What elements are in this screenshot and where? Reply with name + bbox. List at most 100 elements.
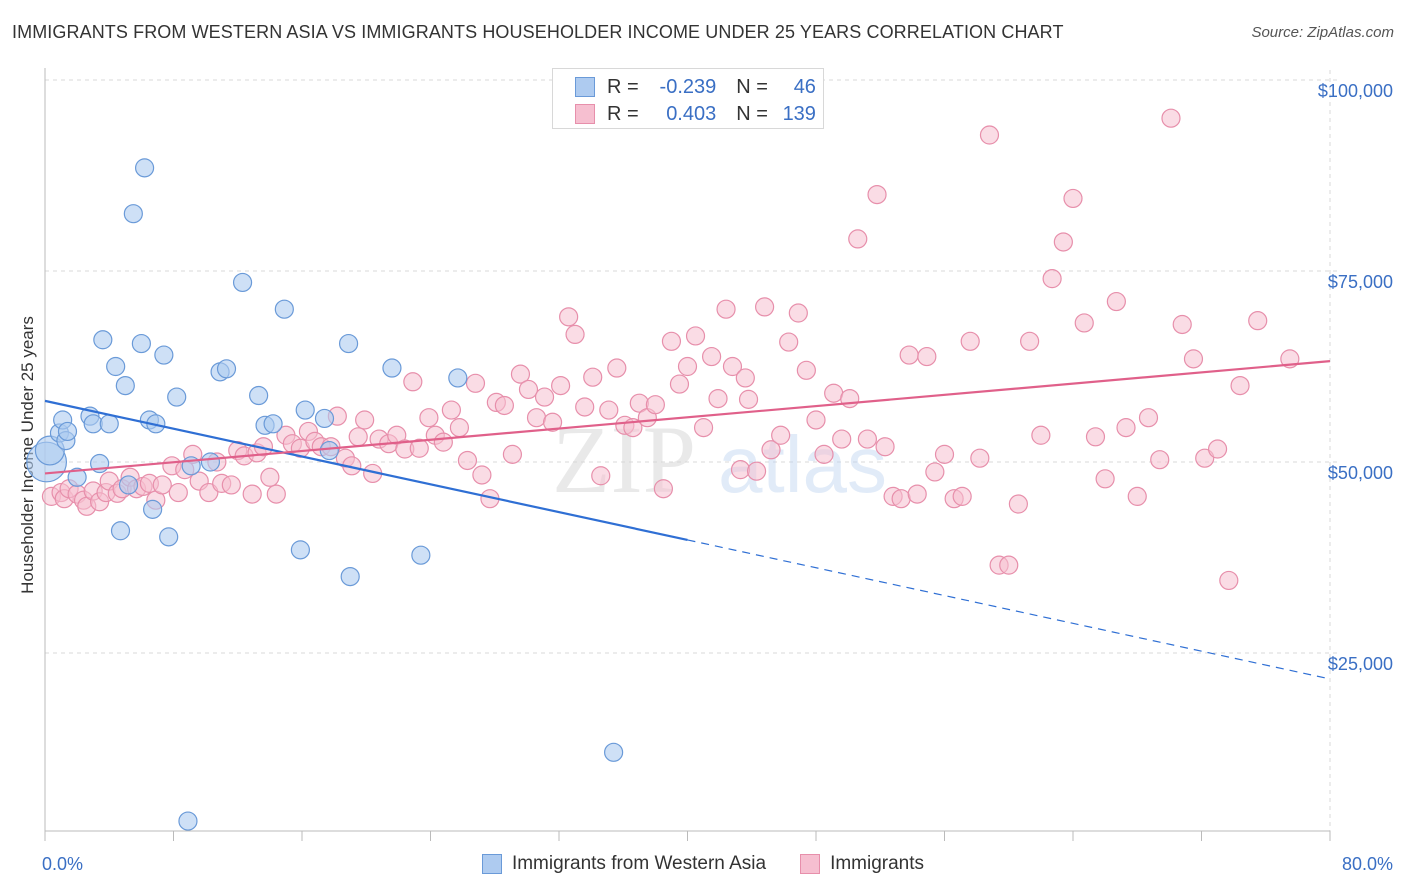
data-point-immigrants (457, 450, 478, 471)
data-point-immigrants (1053, 232, 1073, 252)
data-point-immigrants (857, 429, 878, 449)
data-point-immigrants (917, 346, 937, 367)
data-point-western-asia (118, 475, 139, 495)
y-tick-label: $25,000 (1328, 654, 1393, 674)
data-point-western-asia (131, 333, 151, 354)
data-point-western-asia (159, 527, 179, 547)
data-point-western-asia (216, 359, 237, 379)
data-point-immigrants (761, 440, 781, 460)
data-point-immigrants (746, 461, 767, 481)
data-point-immigrants (1230, 376, 1250, 396)
data-point-western-asia (123, 204, 143, 224)
data-point-immigrants (848, 229, 868, 249)
data-point-western-asia (178, 811, 198, 831)
legend-item-western-asia[interactable]: Immigrants from Western Asia (481, 853, 766, 875)
data-point-immigrants (1008, 494, 1028, 514)
data-point-immigrants (1085, 427, 1106, 447)
data-point-immigrants (754, 297, 775, 317)
data-point-western-asia (382, 358, 402, 378)
data-point-immigrants (701, 346, 722, 367)
data-point-immigrants (796, 360, 816, 380)
data-point-immigrants (433, 432, 453, 452)
data-point-immigrants (355, 410, 375, 430)
data-point-immigrants (1207, 439, 1228, 459)
data-point-immigrants (419, 408, 439, 428)
grid-lines (45, 70, 1338, 831)
data-point-western-asia (93, 330, 113, 350)
legend-item-immigrants[interactable]: Immigrants (800, 853, 924, 875)
data-point-immigrants (738, 389, 759, 409)
data-point-immigrants (221, 475, 241, 495)
legend-swatch-western-asia (481, 854, 502, 874)
data-point-western-asia (340, 566, 360, 587)
data-point-immigrants (708, 388, 728, 409)
data-point-immigrants (814, 444, 834, 464)
data-point-immigrants (599, 400, 619, 420)
y-tick-labels: $25,000 $50,000 $75,000 $100,000 (1318, 81, 1393, 674)
y-tick-label: $100,000 (1318, 81, 1393, 101)
data-point-western-asia (67, 467, 87, 487)
data-point-immigrants (260, 467, 280, 487)
watermark: ZIP atlas (552, 406, 887, 513)
data-point-immigrants (441, 400, 461, 420)
data-point-immigrants (1106, 291, 1126, 312)
data-point-immigrants (242, 484, 262, 504)
data-point-western-asia (99, 414, 119, 434)
data-point-immigrants (730, 460, 751, 480)
data-point-immigrants (661, 331, 682, 351)
chart-title: IMMIGRANTS FROM WESTERN ASIA VS IMMIGRAN… (12, 22, 1064, 42)
data-point-immigrants (494, 395, 514, 416)
data-point-western-asia (448, 368, 468, 388)
stats-n-value: 139 (782, 102, 816, 125)
stats-row-western-asia: R = -0.239 N = 46 (575, 74, 816, 100)
data-point-immigrants (1161, 108, 1181, 128)
data-point-western-asia (290, 540, 310, 560)
series-immigrants-points (41, 108, 1300, 591)
data-point-immigrants (559, 307, 579, 327)
data-point-immigrants (722, 356, 743, 377)
stats-legend: R = -0.239 N = 46 R = 0.403 N = 139 (552, 68, 824, 129)
trend-line-western-asia (44, 399, 688, 542)
data-point-immigrants (788, 303, 808, 323)
data-point-immigrants (1042, 269, 1062, 289)
data-point-western-asia (319, 440, 339, 461)
data-point-immigrants (1074, 313, 1094, 333)
data-point-immigrants (526, 408, 547, 428)
data-point-immigrants (152, 475, 172, 495)
data-point-western-asia (263, 414, 283, 434)
data-point-immigrants (403, 372, 423, 392)
legend-label-immigrants: Immigrants (830, 853, 925, 874)
x-tick-label: 0.0% (42, 854, 83, 874)
data-point-immigrants (1095, 469, 1115, 489)
y-tick-label: $50,000 (1328, 463, 1393, 483)
data-point-immigrants (806, 410, 826, 430)
data-point-western-asia (200, 452, 221, 472)
data-point-immigrants (449, 418, 470, 438)
data-point-immigrants (1150, 450, 1170, 470)
data-point-immigrants (1248, 311, 1268, 331)
data-point-immigrants (960, 331, 980, 351)
data-point-western-asia (232, 272, 253, 293)
data-point-immigrants (677, 356, 698, 377)
data-point-immigrants (565, 324, 585, 345)
data-point-immigrants (510, 364, 531, 384)
data-point-immigrants (465, 373, 486, 393)
data-point-immigrants (867, 185, 887, 205)
data-point-western-asia (604, 742, 624, 762)
stats-r-label: R = (607, 102, 639, 125)
y-tick-label: $75,000 (1328, 272, 1393, 292)
data-point-immigrants (970, 448, 990, 468)
data-point-immigrants (575, 397, 595, 417)
data-point-immigrants (899, 345, 919, 365)
data-point-western-asia (143, 499, 163, 519)
source-label: Source: ZipAtlas.com (1251, 24, 1394, 41)
data-point-western-asia (411, 545, 431, 565)
data-point-immigrants (875, 437, 895, 457)
data-point-immigrants (1138, 408, 1159, 428)
data-point-western-asia (134, 158, 155, 178)
data-point-immigrants (518, 379, 539, 400)
data-point-immigrants (502, 444, 523, 464)
data-point-western-asia (106, 356, 126, 377)
series-western-asia-points (26, 158, 624, 831)
